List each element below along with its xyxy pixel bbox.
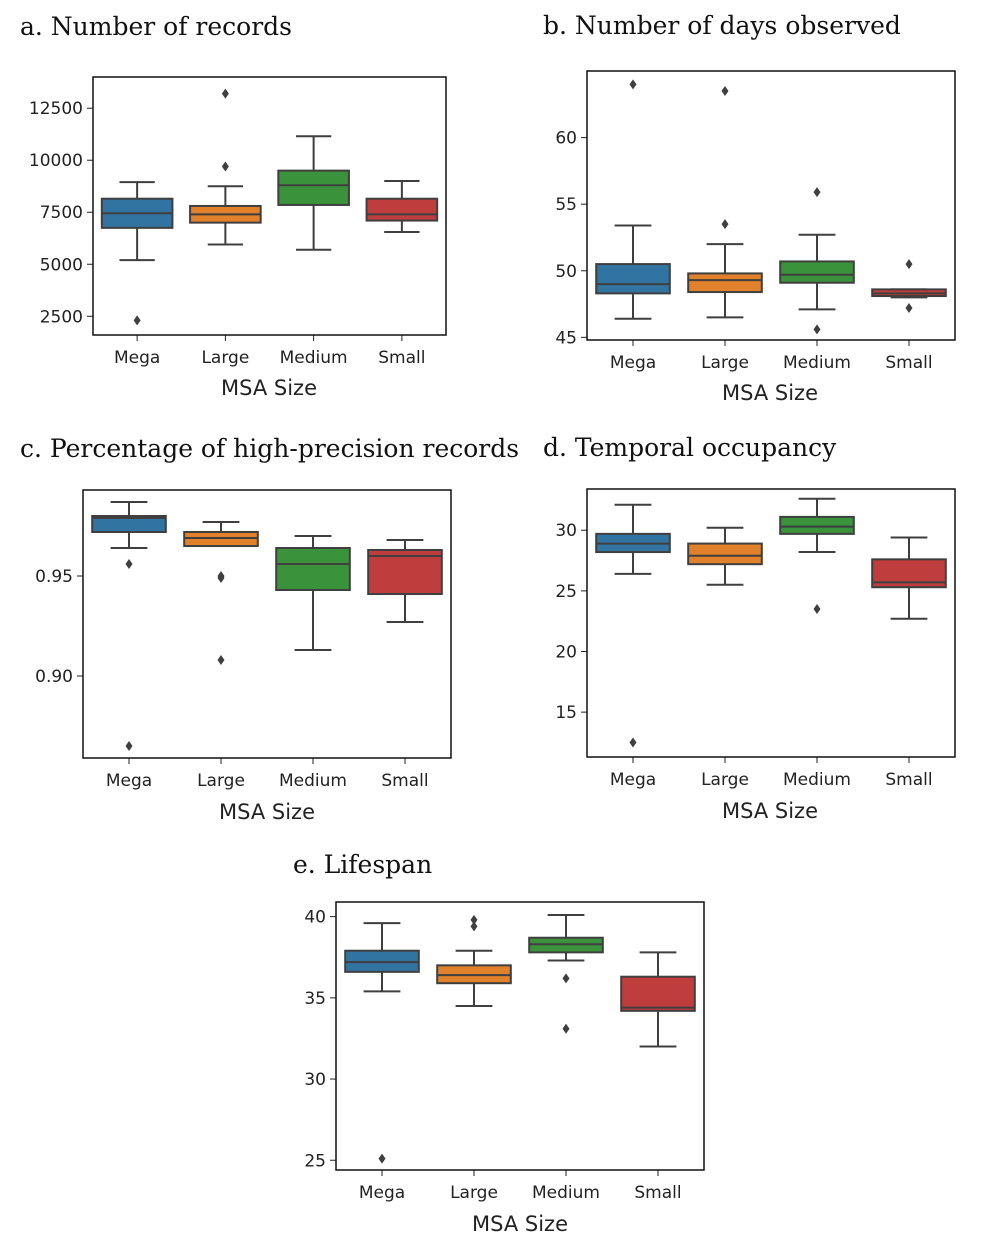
panel-d-xlabel: MSA Size: [722, 799, 818, 823]
axes-frame: [586, 488, 956, 758]
outlier-point: [905, 259, 913, 270]
panel-b-plot: 45 50 55 60 Mega Large Medium Small: [555, 70, 956, 373]
outlier-point: [221, 88, 229, 99]
x-tick-label: Small: [885, 770, 932, 790]
x-tick-label: Small: [381, 771, 428, 791]
outlier-point: [217, 655, 225, 665]
x-tick-label: Large: [197, 771, 245, 791]
outlier-point: [125, 741, 133, 751]
outlier-point: [378, 1153, 386, 1164]
x-tick-label: Mega: [359, 1183, 405, 1203]
axes-frame: [335, 901, 705, 1171]
x-tick-label: Large: [701, 353, 749, 373]
x-tick-label: Mega: [610, 353, 656, 373]
box-small: [367, 549, 443, 595]
outlier-point: [221, 161, 229, 172]
x-tick-label: Medium: [783, 353, 851, 373]
y-tick-label: 25: [304, 1151, 326, 1171]
box-large: [687, 542, 763, 566]
x-tick-label: Mega: [106, 771, 152, 791]
panel-a: a. Number of records 2500 5000 7500 10000 12…: [20, 12, 447, 400]
panel-e-xlabel: MSA Size: [472, 1212, 568, 1236]
panel-b: b. Number of days observed 45 50 55 60 Mega L…: [543, 11, 956, 405]
outlier-point: [217, 573, 225, 583]
outlier-point: [562, 1023, 570, 1034]
y-tick-label: 7500: [40, 203, 83, 223]
y-tick-label: 5000: [40, 255, 83, 275]
y-tick-label: 20: [555, 642, 577, 662]
panel-e-plot: 25 30 35 40 Mega Large Medium Small: [304, 901, 705, 1203]
x-tick-label: Mega: [610, 770, 656, 790]
panel-b-title: b. Number of days observed: [543, 11, 901, 40]
x-tick-label: Medium: [280, 348, 348, 368]
y-tick-label: 0.90: [35, 667, 73, 687]
panel-b-xlabel: MSA Size: [722, 381, 818, 405]
y-tick-label: 60: [555, 129, 577, 149]
y-tick-label: 40: [304, 908, 326, 928]
outlier-point: [629, 79, 637, 90]
box-mega: [595, 263, 671, 295]
panel-a-xlabel: MSA Size: [221, 376, 317, 400]
x-tick-label: Large: [701, 770, 749, 790]
box-medium: [277, 169, 350, 206]
panel-e-title: e. Lifespan: [293, 850, 432, 879]
outlier-point: [470, 921, 478, 932]
outlier-point: [813, 187, 821, 198]
outlier-point: [629, 737, 637, 748]
panel-c-plot: 0.90 0.95 Mega Large Medium Small: [35, 489, 452, 791]
outlier-point: [813, 604, 821, 615]
y-tick-label: 55: [555, 195, 577, 215]
box-medium: [779, 260, 855, 284]
x-tick-label: Large: [201, 348, 249, 368]
outlier-point: [470, 914, 478, 925]
outlier-point: [905, 303, 913, 314]
panel-a-title: a. Number of records: [20, 12, 292, 41]
axes-frame: [82, 489, 452, 759]
panel-d-title: d. Temporal occupancy: [543, 433, 837, 462]
y-tick-label: 35: [304, 989, 326, 1009]
x-tick-label: Large: [450, 1183, 498, 1203]
box-small: [365, 197, 439, 222]
panel-c-xlabel: MSA Size: [219, 800, 315, 824]
x-tick-label: Small: [634, 1183, 681, 1203]
x-tick-label: Medium: [532, 1183, 600, 1203]
panel-d: d. Temporal occupancy 15 20 25 30 Mega Large M…: [543, 433, 956, 823]
x-tick-label: Medium: [279, 771, 347, 791]
y-tick-label: 50: [555, 262, 577, 282]
box-mega: [91, 515, 167, 533]
y-tick-label: 25: [555, 582, 577, 602]
x-tick-label: Mega: [114, 348, 160, 368]
panel-e: e. Lifespan 25 30 35 40 Mega Large Medium Small…: [293, 850, 705, 1236]
axes-frame: [586, 70, 956, 341]
outlier-point: [721, 85, 729, 96]
y-tick-label: 2500: [40, 307, 83, 327]
y-tick-label: 10000: [29, 151, 83, 171]
box-medium: [779, 515, 855, 535]
outlier-point: [721, 219, 729, 230]
x-tick-label: Small: [885, 353, 932, 373]
y-tick-label: 30: [555, 521, 577, 541]
panel-d-plot: 15 20 25 30 Mega Large Medium Small: [555, 488, 956, 790]
box-medium: [275, 547, 351, 591]
box-large: [687, 272, 763, 294]
axes-frame: [92, 76, 447, 336]
outlier-point: [133, 315, 141, 326]
y-tick-label: 15: [555, 703, 577, 723]
outlier-point: [562, 973, 570, 984]
y-tick-label: 45: [555, 328, 577, 348]
y-tick-label: 30: [304, 1070, 326, 1090]
outlier-point: [813, 324, 821, 335]
panel-c: c. Percentage of high-precision records …: [20, 434, 519, 824]
x-tick-label: Small: [378, 348, 425, 368]
panel-c-title: c. Percentage of high-precision records: [20, 434, 519, 463]
y-tick-label: 12500: [29, 99, 83, 119]
x-tick-label: Medium: [783, 770, 851, 790]
outlier-point: [125, 559, 133, 569]
panel-a-plot: 2500 5000 7500 10000 12500 Mega Large Medium Sma…: [29, 76, 447, 368]
box-small: [620, 975, 696, 1012]
y-tick-label: 0.95: [35, 567, 73, 587]
